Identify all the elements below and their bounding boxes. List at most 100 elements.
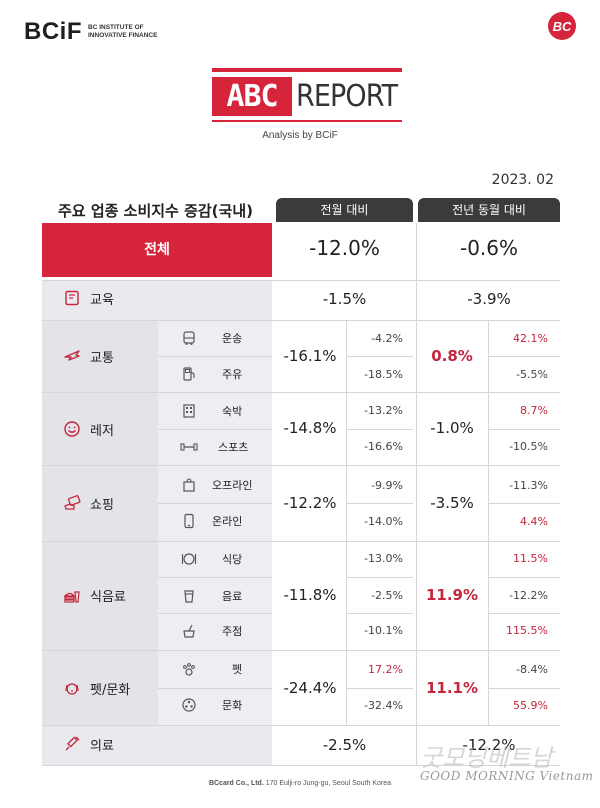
online-yoy: 4.4%	[520, 515, 548, 528]
pet-mom: 17.2%	[368, 663, 403, 676]
band-leisure	[42, 392, 158, 465]
movie-reel-icon	[180, 696, 198, 714]
leisure-yoy: -1.0%	[430, 419, 474, 437]
bar-yoy: 115.5%	[506, 624, 548, 637]
lodging-label: 숙박	[222, 405, 243, 418]
sub-beverage: 음료	[180, 587, 242, 605]
restaurant-label: 식당	[222, 553, 243, 566]
total-label: 전체	[144, 242, 170, 258]
beverage-mom: -2.5%	[371, 589, 403, 602]
mobile-phone-icon	[180, 512, 198, 530]
cocktail-icon	[180, 622, 198, 640]
restaurant-yoy: 11.5%	[513, 552, 548, 565]
smile-icon	[62, 419, 82, 439]
book-icon	[62, 288, 82, 308]
sub-restaurant: 식당	[180, 550, 242, 568]
burger-drink-icon	[62, 585, 82, 605]
pet-culture-yoy: 11.1%	[425, 679, 479, 697]
watermark-line1: 굿모닝베트남	[420, 744, 553, 772]
lodging-yoy: 8.7%	[520, 404, 548, 417]
fuel-pump-icon	[180, 365, 198, 383]
shopping-mom: -12.2%	[283, 494, 337, 512]
pet-culture-mom: -24.4%	[283, 679, 337, 697]
education-label: 교육	[90, 292, 114, 308]
beverage-yoy: -12.2%	[509, 589, 548, 602]
header-mom: 전월 대비	[276, 198, 413, 222]
footer: BCcard Co., Ltd. 170 Eulji-ro Jung-gu, S…	[0, 780, 600, 787]
clothing-yoy: -12.2%	[462, 736, 516, 754]
culture-label: 문화	[222, 699, 243, 712]
report-date: 2023. 02	[491, 172, 554, 188]
sub-online: 온라인	[180, 512, 242, 530]
leisure-mom: -14.8%	[283, 419, 337, 437]
table-title: 주요 업종 소비지수 증감(국내)	[58, 202, 253, 220]
analysis-by: Analysis by BCiF	[262, 130, 338, 141]
airplane-icon	[62, 346, 82, 366]
abc-label: ABC	[212, 77, 292, 116]
total-yoy: -0.6%	[459, 236, 519, 260]
shopping-bag-icon	[180, 476, 198, 494]
fuel-yoy: -5.5%	[516, 368, 548, 381]
dumbbell-icon	[180, 438, 198, 456]
total-mom: -12.0%	[309, 236, 380, 260]
row-clothing: 의료	[62, 734, 114, 754]
row-shopping: 쇼핑	[62, 493, 114, 513]
pet-yoy: -8.4%	[516, 663, 548, 676]
clothing-label: 의료	[90, 738, 114, 754]
leisure-label: 레저	[90, 423, 114, 439]
food-label: 식음료	[90, 589, 126, 605]
coffee-cup-icon	[180, 587, 198, 605]
sub-lodging: 숙박	[180, 402, 242, 420]
online-label: 온라인	[212, 515, 243, 528]
bcif-brand: BCiF BC INSTITUTE OF INNOVATIVE FINANCE	[24, 18, 158, 46]
shipping-mom: -4.2%	[371, 332, 403, 345]
band-food	[42, 541, 158, 650]
watermark: 굿모닝베트남 GOOD MORNING Vietnam	[420, 738, 593, 783]
card-hand-icon	[62, 493, 82, 513]
band-clothing	[42, 725, 272, 765]
row-pet-culture: 펫/문화	[62, 678, 130, 698]
offline-label: 오프라인	[212, 479, 253, 492]
row-food: 식음료	[62, 585, 126, 605]
syringe-icon	[62, 734, 82, 754]
building-icon	[180, 402, 198, 420]
band-shopping	[42, 465, 158, 541]
online-mom: -14.0%	[364, 515, 403, 528]
sub-shipping: 운송	[180, 329, 242, 347]
restaurant-mom: -13.0%	[364, 552, 403, 565]
paw-icon	[180, 660, 198, 678]
band-transport	[42, 320, 158, 392]
sub-offline: 오프라인	[180, 476, 252, 494]
transport-yoy: 0.8%	[431, 347, 473, 365]
shopping-label: 쇼핑	[90, 497, 114, 513]
education-mom: -1.5%	[322, 290, 367, 308]
sub-pet: 펫	[180, 660, 242, 678]
row-transport: 교통	[62, 346, 114, 366]
footer-address: 170 Eulji-ro Jung-gu, Seoul South Korea	[265, 780, 392, 787]
band-pet	[42, 650, 158, 725]
sub-bar: 주점	[180, 622, 242, 640]
total-row-band	[42, 223, 272, 277]
dog-icon	[62, 678, 82, 698]
sports-label: 스포츠	[218, 441, 249, 454]
row-leisure: 레저	[62, 419, 114, 439]
sub-fuel: 주유	[180, 365, 242, 383]
watermark-line2: GOOD MORNING Vietnam	[420, 769, 594, 783]
lodging-mom: -13.2%	[364, 404, 403, 417]
offline-mom: -9.9%	[371, 479, 403, 492]
bar-mom: -10.1%	[364, 624, 403, 637]
band-edu	[42, 280, 272, 320]
plate-icon	[180, 550, 198, 568]
education-yoy: -3.9%	[467, 290, 511, 308]
bcif-subtitle: BC INSTITUTE OF INNOVATIVE FINANCE	[88, 24, 158, 39]
band-leisure-sub	[158, 392, 272, 465]
sub-culture: 문화	[180, 696, 242, 714]
transport-label: 교통	[90, 350, 114, 366]
shopping-yoy: -3.5%	[430, 494, 474, 512]
sports-mom: -16.6%	[364, 440, 403, 453]
offline-yoy: -11.3%	[509, 479, 548, 492]
clothing-mom: -2.5%	[322, 736, 367, 754]
food-mom: -11.8%	[283, 586, 337, 604]
band-food-sub	[158, 541, 272, 650]
fuel-mom: -18.5%	[364, 368, 403, 381]
